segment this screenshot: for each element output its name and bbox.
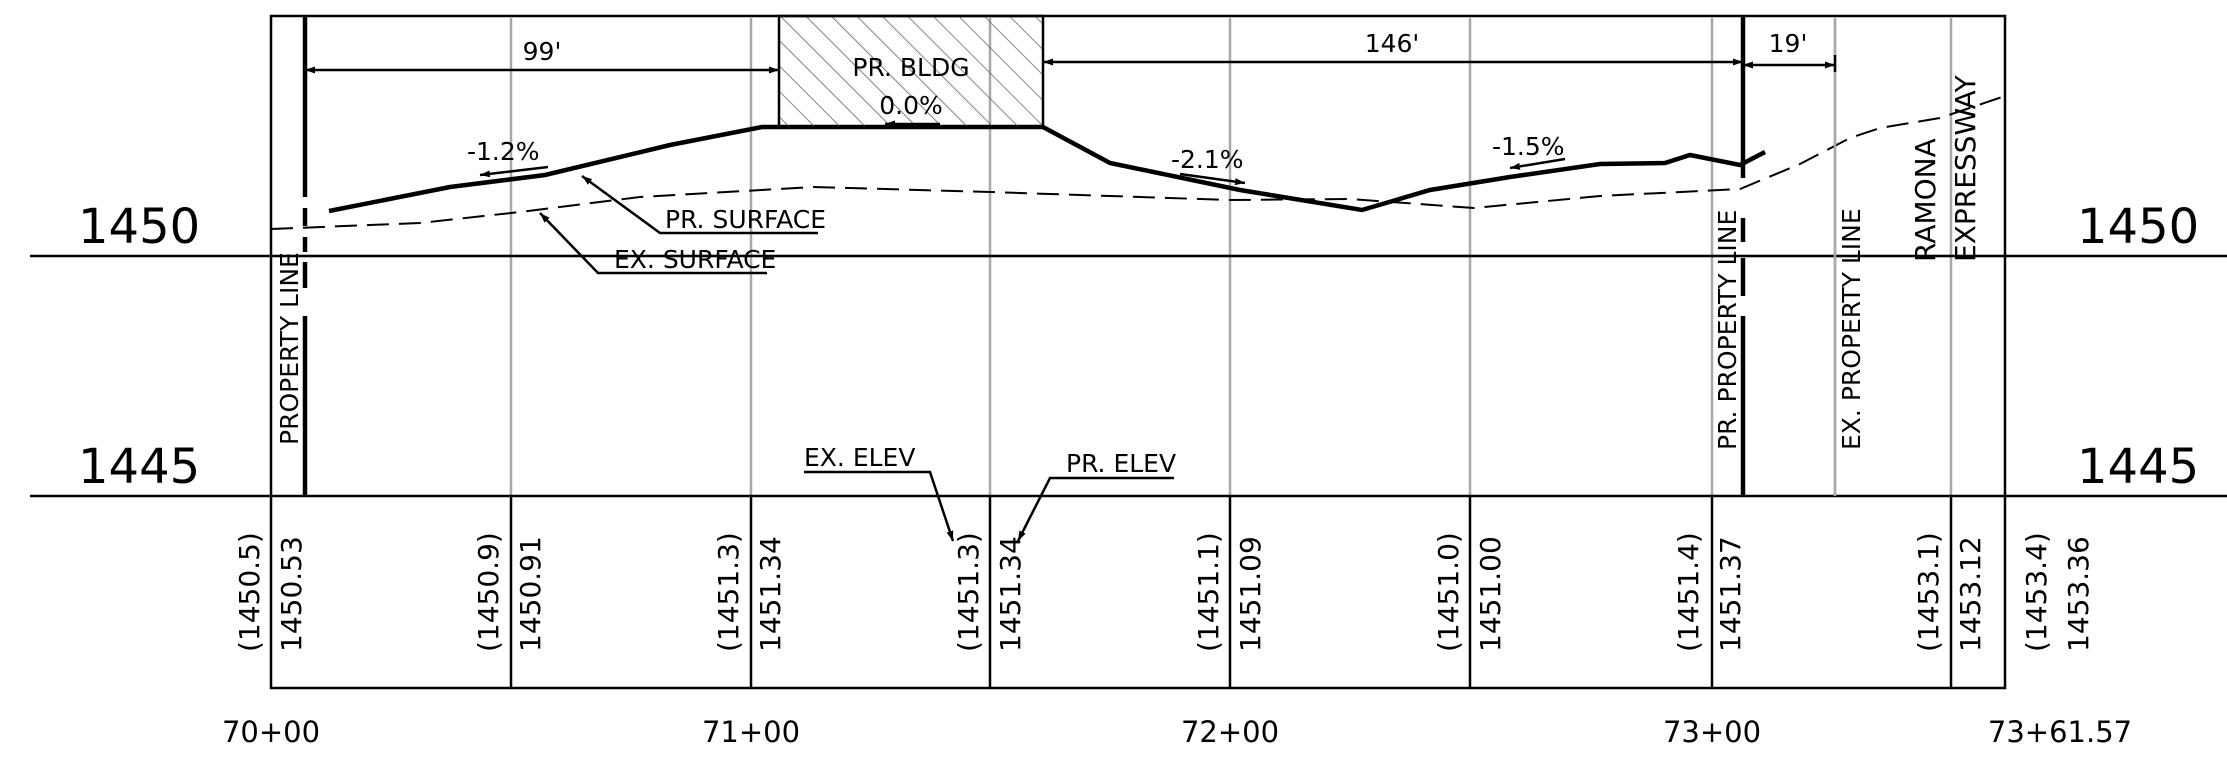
slope-label-3: -1.5% (1492, 132, 1565, 161)
slope-arrow-1 (479, 165, 549, 178)
proposed-elevation-value: 1450.53 (275, 536, 308, 652)
proposed-elevation-value: 1451.34 (994, 536, 1027, 652)
elevation-label-1450-right: 1450 (2077, 199, 2199, 255)
existing-elevation-value: (1450.5) (233, 532, 266, 652)
station-labels: 70+00 71+00 72+00 73+00 73+61.57 (222, 715, 2132, 749)
dimension-99-label: 99' (523, 37, 562, 66)
ex-property-line-label: EX. PROPERTY LINE (1837, 208, 1866, 450)
elevation-label-1445-right: 1445 (2077, 439, 2199, 495)
proposed-building (777, 14, 1045, 129)
dimension-19-label: 19' (1769, 29, 1808, 58)
building-slope-label: 0.0% (879, 91, 943, 120)
proposed-elevation-value: 1450.91 (514, 536, 547, 652)
proposed-elevation-value: 1451.09 (1234, 536, 1267, 652)
pr-surface-leader (581, 174, 818, 235)
station-label: 70+00 (222, 715, 320, 749)
slope-label-1: -1.2% (467, 137, 540, 166)
building-label: PR. BLDG (852, 53, 969, 82)
elevation-label-1445-left: 1445 (78, 439, 200, 495)
existing-elevation-value: (1451.1) (1192, 532, 1225, 652)
table-dividers (509, 496, 1953, 688)
existing-elevation-value: (1451.4) (1672, 532, 1705, 652)
proposed-elevation-value: 1451.37 (1714, 536, 1747, 652)
elevation-table: (1450.5) 1450.53 (1450.9) 1450.91 (1451.3) 14… (233, 532, 2095, 652)
pr-elev-label: PR. ELEV (1066, 449, 1176, 478)
pr-surface-label: PR. SURFACE (665, 205, 826, 234)
proposed-elevation-value: 1453.12 (1954, 536, 1987, 652)
property-line-label: PROPERTY LINE (275, 252, 304, 445)
proposed-surface-line (328, 124, 1767, 214)
station-label: 73+00 (1663, 715, 1761, 749)
road-name-line1: RAMONA (1909, 138, 1942, 262)
station-label: 72+00 (1181, 715, 1279, 749)
existing-elevation-value: (1450.9) (472, 532, 505, 652)
elevation-label-1450-left: 1450 (78, 199, 200, 255)
ex-surface-leader (539, 212, 767, 275)
ex-elev-leader (804, 470, 955, 542)
pr-property-line-label: PR. PROPERTY LINE (1713, 210, 1742, 450)
proposed-elevation-value: 1451.34 (754, 536, 787, 652)
existing-elevation-value: (1451.3) (712, 532, 745, 652)
existing-elevation-value: (1451.0) (1432, 532, 1465, 652)
dimension-146-label: 146' (1365, 29, 1420, 58)
existing-elevation-value: (1451.3) (952, 532, 985, 652)
road-name-line2: EXPRESSWAY (1949, 74, 1982, 262)
drawing-frame (269, 14, 2007, 690)
station-label: 71+00 (702, 715, 800, 749)
existing-elevation-value: (1453.1) (1912, 532, 1945, 652)
pr-elev-leader (1016, 476, 1174, 542)
slope-arrow-2 (1179, 172, 1246, 186)
station-label: 73+61.57 (1988, 715, 2132, 749)
slope-label-2: -2.1% (1171, 145, 1244, 174)
proposed-elevation-value: 1451.00 (1474, 536, 1507, 652)
ex-surface-label: EX. SURFACE (614, 245, 776, 274)
existing-elevation-value: (1453.4) (2020, 532, 2053, 652)
proposed-elevation-value: 1453.36 (2062, 536, 2095, 652)
existing-surface-line (270, 95, 2006, 230)
slope-arrow-3 (1509, 157, 1566, 170)
ex-elev-label: EX. ELEV (804, 443, 915, 472)
